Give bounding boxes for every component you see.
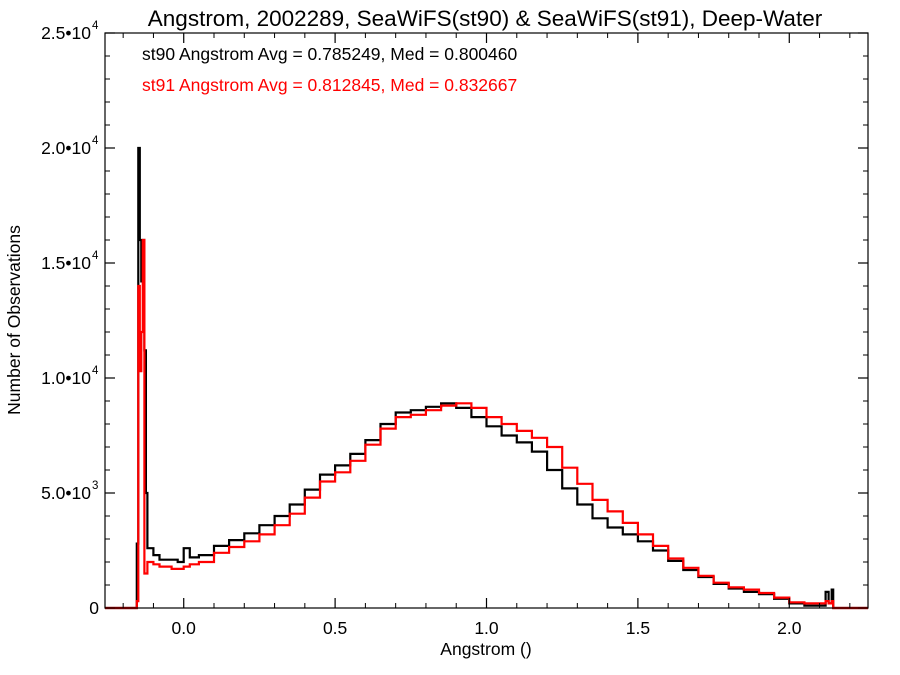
y-axis-label: Number of Observations — [4, 225, 24, 415]
x-tick-label-4: 2.0 — [777, 618, 802, 638]
series-line-0 — [105, 146, 868, 610]
y-tick-label-5: 2.5•10 — [41, 23, 91, 43]
y-tick-exponent-5: 4 — [92, 20, 99, 32]
series-line-1 — [105, 238, 868, 610]
x-tick-label-1: 0.5 — [323, 618, 347, 638]
chart-title: Angstrom, 2002289, SeaWiFS(st90) & SeaWi… — [148, 6, 823, 31]
y-tick-label-1: 5.0•10 — [41, 483, 91, 503]
y-tick-label-4: 2.0•10 — [41, 138, 91, 158]
y-tick-exponent-1: 3 — [92, 480, 98, 492]
y-tick-label-0: 0 — [89, 598, 99, 618]
annotations: st90 Angstrom Avg = 0.785249, Med = 0.80… — [142, 44, 518, 95]
y-tick-label-3: 1.5•10 — [41, 253, 91, 273]
y-tick-exponent-3: 4 — [92, 250, 99, 262]
annotation-1: st91 Angstrom Avg = 0.812845, Med = 0.83… — [142, 75, 517, 95]
x-tick-label-3: 1.5 — [626, 618, 650, 638]
axes: 0.0 0.5 1.0 1.5 2.005.0•10 31.0•10 41.5•10 42.0… — [41, 20, 869, 638]
x-axis-label: Angstrom () — [440, 639, 531, 659]
plot-frame — [104, 32, 869, 609]
x-tick-label-2: 1.0 — [474, 618, 499, 638]
series-layer — [105, 146, 868, 610]
x-tick-label-0: 0.0 — [172, 618, 197, 638]
y-tick-label-2: 1.0•10 — [41, 368, 91, 388]
annotation-0: st90 Angstrom Avg = 0.785249, Med = 0.80… — [142, 44, 518, 64]
y-tick-exponent-4: 4 — [92, 135, 99, 147]
y-tick-exponent-2: 4 — [92, 365, 99, 377]
